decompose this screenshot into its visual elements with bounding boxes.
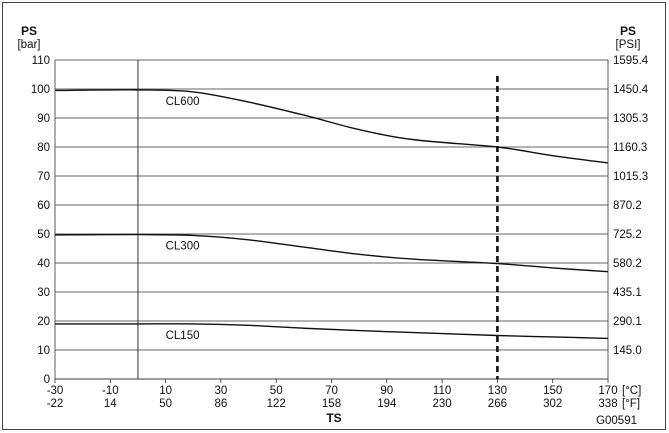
left-tick-label: 80: [37, 142, 50, 154]
right-tick-label: 1160.3: [613, 142, 647, 154]
figure-id: G00591: [596, 415, 637, 427]
x-tick-label-fahrenheit: 266: [488, 398, 507, 410]
series-label-cl600: CL600: [166, 96, 200, 108]
left-axis-title: PS: [21, 24, 37, 38]
right-tick-label: 1595.4: [613, 55, 649, 67]
left-axis-unit: [bar]: [17, 39, 40, 51]
left-tick-label: 0: [44, 374, 50, 386]
series-line-cl300: [54, 233, 609, 273]
x-tick-label-celsius: 70: [325, 385, 338, 397]
grid: [54, 59, 609, 383]
x-tick-label-celsius: 90: [380, 385, 393, 397]
right-tick-label: 1450.4: [613, 84, 649, 96]
curves: [54, 89, 609, 340]
x-tick-label-celsius: 170: [598, 385, 617, 397]
x-tick-label-celsius: 150: [543, 385, 562, 397]
left-tick-label: 30: [37, 287, 50, 299]
left-tick-label: 60: [37, 200, 50, 212]
right-tick-label: 580.2: [613, 258, 642, 270]
left-tick-label: 40: [37, 258, 50, 270]
right-tick-label: 1015.3: [613, 171, 648, 183]
left-tick-label: 90: [37, 113, 50, 125]
x-tick-label-celsius: 10: [159, 385, 172, 397]
left-tick-label: 110: [32, 55, 50, 67]
x-tick-label-celsius: 30: [215, 385, 228, 397]
labels: 0 10 145.0 20 290.1 30 435.1 40 580.2 50 725.2 60 87…: [31, 55, 649, 410]
x-tick-label-fahrenheit: 14: [104, 398, 117, 410]
right-tick-label: 870.2: [613, 200, 642, 212]
x-tick-label-celsius: -30: [47, 385, 64, 397]
x-tick-label-fahrenheit: 338: [598, 398, 617, 410]
x-unit-fahrenheit: [°F]: [622, 398, 640, 410]
x-tick-label-fahrenheit: 158: [322, 398, 341, 410]
x-tick-label-fahrenheit: 122: [267, 398, 286, 410]
left-tick-label: 20: [37, 316, 50, 328]
x-tick-label-celsius: 130: [488, 385, 507, 397]
x-axis-title: TS: [326, 411, 341, 425]
left-tick-label: 50: [37, 229, 50, 241]
series-label-cl300: CL300: [166, 241, 200, 253]
series-line-cl600: [54, 89, 609, 164]
right-tick-label: 725.2: [613, 229, 642, 241]
x-tick-label-celsius: 50: [270, 385, 283, 397]
left-tick-label: 100: [31, 84, 50, 96]
series-line-cl150: [54, 323, 609, 340]
right-tick-label: 435.1: [613, 287, 642, 299]
right-tick-label: 1305.3: [613, 113, 648, 125]
x-tick-label-fahrenheit: 86: [215, 398, 228, 410]
right-tick-label: 145.0: [613, 345, 642, 357]
x-tick-label-fahrenheit: 230: [433, 398, 452, 410]
x-tick-label-fahrenheit: -22: [47, 398, 64, 410]
x-tick-label-celsius: -10: [102, 385, 119, 397]
x-tick-label-fahrenheit: 302: [543, 398, 562, 410]
x-unit-celsius: [°C]: [622, 385, 641, 397]
x-tick-label-fahrenheit: 50: [159, 398, 172, 410]
left-tick-label: 10: [37, 345, 50, 357]
right-tick-label: 290.1: [613, 316, 642, 328]
left-tick-label: 70: [37, 171, 50, 183]
series-label-cl150: CL150: [166, 330, 200, 342]
right-axis-title: PS: [620, 24, 636, 38]
right-axis-unit: [PSI]: [616, 39, 641, 51]
x-tick-label-celsius: 110: [433, 385, 451, 397]
x-tick-label-fahrenheit: 194: [377, 398, 397, 410]
